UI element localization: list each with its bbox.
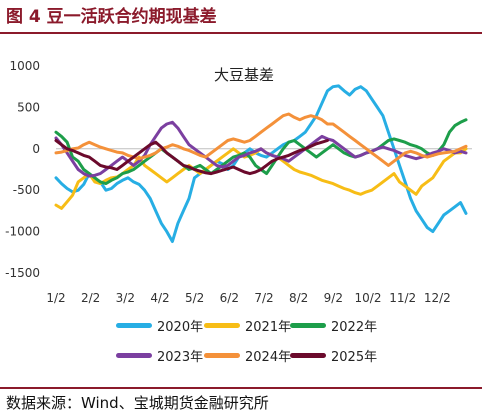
y-tick-label: 0 — [32, 142, 40, 156]
legend-label: 2024年 — [245, 349, 292, 365]
legend-label: 2021年 — [245, 319, 292, 335]
series-line-0 — [54, 84, 468, 243]
x-tick-label: 2/2 — [81, 291, 100, 305]
chart-title: 大豆基差 — [214, 66, 274, 84]
title-divider — [0, 32, 482, 34]
legend-swatch — [290, 352, 326, 358]
x-tick-label: 6/2 — [220, 291, 239, 305]
legend-item: 2024年 — [204, 346, 292, 365]
source-note: 数据来源：Wind、宝城期货金融研究所 — [6, 394, 269, 412]
legend-item: 2021年 — [204, 316, 292, 335]
y-tick-label: -500 — [13, 183, 40, 197]
y-tick-label: 500 — [17, 100, 40, 114]
chart-legend: 2020年 2021年 2022年 2023年 2024年 2025年 — [0, 312, 482, 368]
x-tick-label: 8/2 — [289, 291, 308, 305]
chart-axes: 1000 500 0 -500 -1000 -1500 1/2 2/2 3/2 4/2 5/2 6/2… — [5, 59, 472, 305]
y-tick-label: -1500 — [5, 266, 40, 280]
legend-label: 2022年 — [331, 319, 378, 335]
legend-item: 2025年 — [290, 346, 378, 365]
legend-item: 2023年 — [116, 346, 204, 365]
legend-swatch — [290, 322, 326, 328]
legend-label: 2020年 — [157, 319, 204, 335]
legend-item: 2022年 — [290, 316, 378, 335]
figure-title: 图 4 豆一活跃合约期现基差 — [6, 7, 217, 27]
source-divider — [0, 387, 482, 389]
legend-label: 2023年 — [157, 349, 204, 365]
x-tick-label: 12/2 — [424, 291, 451, 305]
series-line-4 — [54, 112, 468, 167]
legend-label: 2025年 — [331, 349, 378, 365]
legend-swatch — [204, 322, 240, 328]
x-tick-label: 7/2 — [254, 291, 273, 305]
y-tick-label: -1000 — [5, 225, 40, 239]
series-line-3 — [54, 120, 468, 178]
legend-swatch — [116, 322, 152, 328]
chart-series — [54, 84, 468, 243]
legend-swatch — [204, 352, 240, 358]
x-tick-label: 3/2 — [116, 291, 135, 305]
x-tick-label: 9/2 — [324, 291, 343, 305]
x-tick-label: 1/2 — [46, 291, 65, 305]
x-tick-label: 4/2 — [150, 291, 169, 305]
x-tick-label: 11/2 — [389, 291, 416, 305]
series-line-5 — [54, 139, 329, 176]
x-tick-label: 5/2 — [185, 291, 204, 305]
y-tick-label: 1000 — [9, 59, 40, 73]
x-tick-label: 10/2 — [355, 291, 382, 305]
legend-swatch — [116, 352, 152, 358]
legend-item: 2020年 — [116, 316, 204, 335]
basis-line-chart: 大豆基差 1000 500 0 -500 -1000 -1500 1/2 2/2 3/2 4/2 5… — [5, 59, 472, 305]
